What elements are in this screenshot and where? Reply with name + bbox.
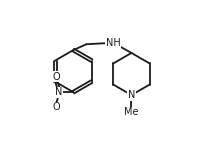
Text: N: N: [55, 87, 62, 97]
Text: NH: NH: [106, 38, 121, 48]
Text: O: O: [52, 102, 60, 112]
Text: N: N: [128, 90, 135, 100]
Text: Me: Me: [124, 107, 139, 117]
Text: O: O: [52, 72, 60, 82]
